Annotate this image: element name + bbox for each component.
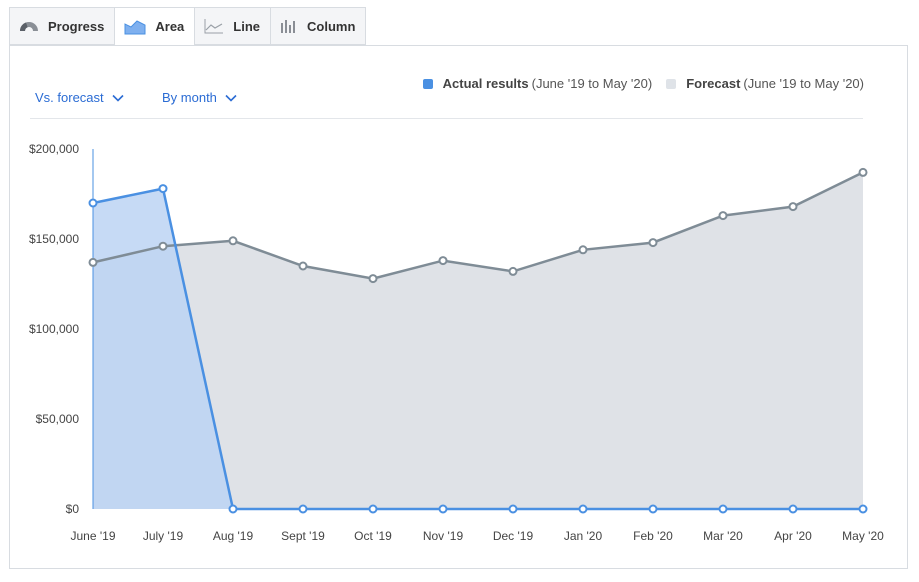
x-tick-label: Jan '20 (564, 529, 603, 543)
x-tick-label: May '20 (842, 529, 884, 543)
legend-item-actual: Actual results (June '19 to May '20) (422, 76, 653, 91)
x-tick-label: Apr '20 (774, 529, 812, 543)
tab-label: Progress (48, 18, 105, 34)
forecast-point (298, 261, 308, 271)
tab-label: Column (307, 18, 356, 34)
actual-point (298, 504, 308, 514)
chart-legend: Actual results (June '19 to May '20) For… (409, 76, 864, 91)
actual-point (88, 198, 98, 208)
y-tick-label: $0 (66, 502, 80, 516)
forecast-line (92, 171, 864, 280)
x-tick-label: Aug '19 (213, 529, 254, 543)
forecast-point (858, 167, 868, 177)
tab-line[interactable]: Line (195, 7, 272, 45)
column-chart-icon (280, 18, 298, 34)
comparison-label: Vs. forecast (35, 90, 104, 105)
actual-point (648, 504, 658, 514)
forecast-point (228, 236, 238, 246)
tab-progress[interactable]: Progress (9, 7, 116, 45)
forecast-point (578, 245, 588, 255)
forecast-point (648, 238, 658, 248)
x-tick-label: Mar '20 (703, 529, 743, 543)
chevron-down-icon (112, 94, 124, 102)
gauge-icon (19, 20, 39, 32)
legend-swatch-actual (422, 78, 433, 89)
actual-point (718, 504, 728, 514)
legend-name-actual: Actual results (442, 76, 529, 91)
actual-point (788, 504, 798, 514)
y-tick-label: $100,000 (29, 322, 79, 336)
legend-item-forecast: Forecast (June '19 to May '20) (666, 76, 864, 91)
header-divider (30, 118, 863, 119)
tab-column[interactable]: Column (271, 7, 367, 45)
legend-swatch-forecast (666, 78, 677, 89)
forecast-point (718, 211, 728, 221)
x-tick-label: Feb '20 (633, 529, 673, 543)
legend-range-forecast: (June '19 to May '20) (743, 76, 864, 91)
forecast-point (438, 256, 448, 266)
legend-name-forecast: Forecast (686, 76, 741, 91)
x-tick-label: Dec '19 (493, 529, 534, 543)
actual-area (93, 188, 863, 509)
period-dropdown[interactable]: By month (162, 90, 237, 105)
forecast-point (788, 202, 798, 212)
forecast-area (93, 172, 863, 509)
forecast-point (88, 257, 98, 267)
y-tick-label: $150,000 (29, 232, 79, 246)
x-tick-label: Oct '19 (354, 529, 392, 543)
chevron-down-icon (225, 94, 237, 102)
actual-point (368, 504, 378, 514)
area-chart-icon (124, 19, 146, 35)
forecast-point (508, 266, 518, 276)
line-chart-icon (204, 18, 224, 34)
x-tick-label: June '19 (71, 529, 116, 543)
actual-point (438, 504, 448, 514)
forecast-point (158, 241, 168, 251)
forecast-point (368, 274, 378, 284)
x-tick-label: July '19 (143, 529, 184, 543)
actual-point (578, 504, 588, 514)
y-tick-label: $50,000 (36, 412, 80, 426)
actual-point (158, 184, 168, 194)
actual-line (92, 187, 863, 511)
comparison-dropdown[interactable]: Vs. forecast (35, 90, 124, 105)
tab-label: Area (155, 19, 185, 34)
legend-range-actual: (June '19 to May '20) (531, 76, 653, 91)
x-tick-label: Sept '19 (281, 529, 325, 543)
period-label: By month (162, 90, 217, 105)
actual-point (858, 504, 868, 514)
tab-label: Line (233, 18, 261, 34)
y-tick-label: $200,000 (29, 142, 79, 156)
actual-point (508, 504, 518, 514)
x-tick-label: Nov '19 (423, 529, 464, 543)
actual-point (228, 504, 238, 514)
